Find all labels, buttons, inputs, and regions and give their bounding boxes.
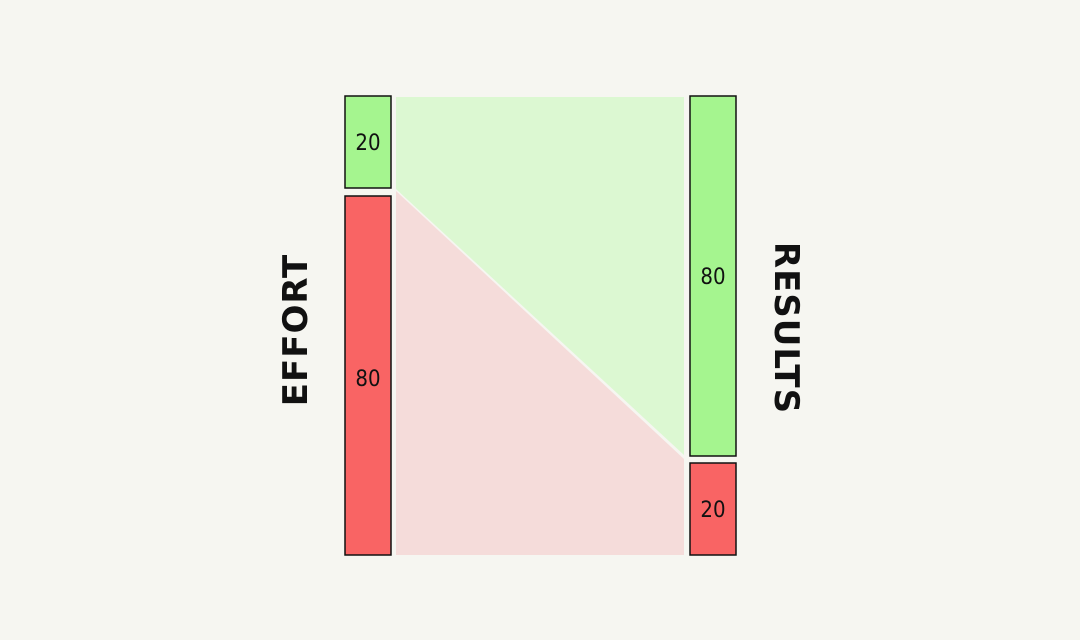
red-flow-band (396, 191, 684, 555)
effort-red-bar (344, 195, 392, 556)
results-axis-label: RESULTS (766, 241, 806, 415)
effort-green-bar (344, 95, 392, 189)
effort-top-value: 20 (355, 131, 380, 156)
effort-bottom-value: 80 (355, 367, 380, 392)
results-top-value: 80 (700, 265, 725, 290)
results-bottom-value: 20 (700, 498, 725, 523)
results-red-bar (689, 462, 737, 556)
effort-axis-label: EFFORT (276, 253, 316, 407)
results-green-bar (689, 95, 737, 457)
green-flow-band (396, 97, 684, 455)
